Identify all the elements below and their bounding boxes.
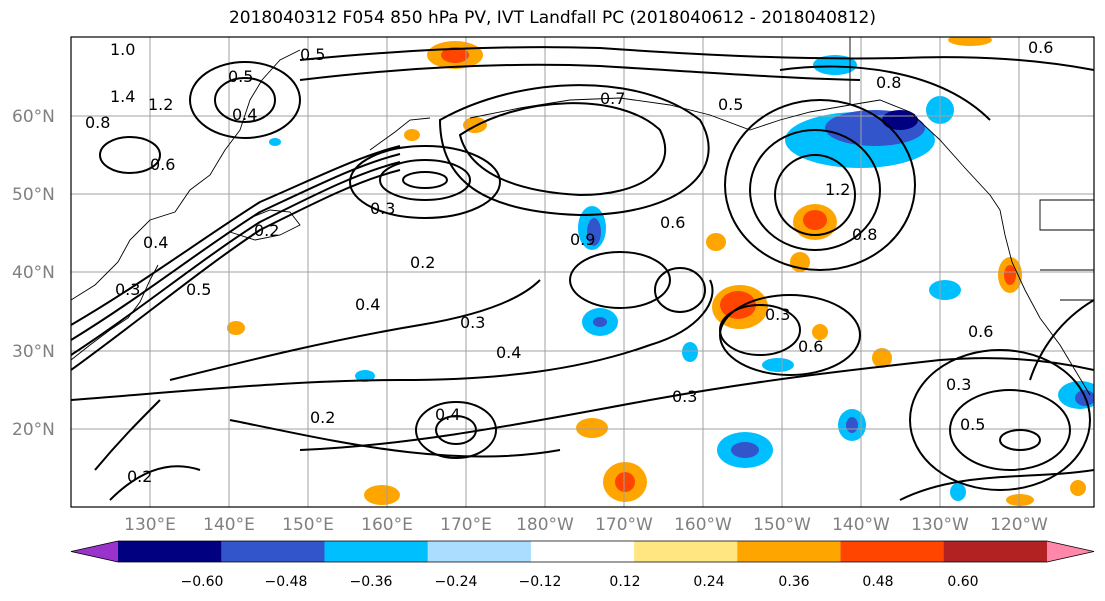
colorbar-tick-label: −0.12 [519,574,562,590]
colorbar-tick-labels: −0.60 −0.48 −0.36 −0.24 −0.12 0.12 0.24 … [181,574,979,590]
contour-label: 0.5 [718,95,743,114]
pv-shading [227,37,1094,506]
colorbar-segment [634,541,738,562]
colorbar-tick-label: −0.48 [265,574,308,590]
contour-label: 1.2 [825,180,850,199]
lon-label: 140°W [832,515,890,535]
pv-contours [71,46,1094,501]
contour-label: 0.6 [968,322,993,341]
lat-label: 50°N [12,185,55,205]
lon-label: 160°E [361,515,413,535]
colorbar-tick-label: −0.36 [350,574,393,590]
contour-label: 0.4 [496,343,521,362]
lat-label: 20°N [12,420,55,440]
contour-label: 0.5 [960,415,985,434]
contour-label: 0.2 [127,467,152,486]
lon-label: 120°W [990,515,1048,535]
lon-label: 150°W [753,515,811,535]
lat-label: 60°N [12,107,55,127]
colorbar-segment [427,541,532,562]
colorbar-outline [70,540,1095,563]
lon-label: 170°W [595,515,653,535]
contour-label: 0.5 [300,45,325,64]
lon-label: 160°W [674,515,732,535]
contour-label: 0.4 [143,233,168,252]
contour-label: 1.0 [110,40,135,59]
contour-label: 0.3 [460,313,485,332]
colorbar-segment [324,541,429,562]
contour-label: 0.2 [410,253,435,272]
lat-label: 30°N [12,342,55,362]
colorbar-segment [840,541,945,562]
lon-label: 150°E [282,515,334,535]
colorbar-tick-label: 0.48 [862,574,893,590]
lon-label: 170°E [440,515,492,535]
contour-label: 0.3 [115,280,140,299]
lon-label: 180°W [516,515,574,535]
contour-label: 0.3 [370,199,395,218]
colorbar-segment [530,541,635,562]
latitude-labels: 60°N 50°N 40°N 30°N 20°N [12,107,55,440]
colorbar-tick-label: 0.36 [778,574,809,590]
contour-label: 1.2 [148,95,173,114]
colorbar-tick-label: −0.24 [435,574,478,590]
contour-label: 0.2 [254,221,279,240]
contour-label: 1.4 [110,87,135,106]
contour-label: 0.6 [660,213,685,232]
contour-label: 0.5 [186,280,211,299]
contour-label: 0.6 [1028,38,1053,57]
contour-label: 0.6 [798,337,823,356]
contour-label: 0.4 [355,295,380,314]
colorbar-segment [221,541,325,562]
colorbar-segment [118,541,222,562]
contour-label: 0.7 [600,89,625,108]
colorbar-tick-label: 0.60 [947,574,978,590]
contour-label: 0.2 [310,408,335,427]
contour-label: 0.3 [672,387,697,406]
colorbar-tick-label: 0.24 [693,574,724,590]
lon-label: 130°E [124,515,176,535]
contour-label: 0.4 [435,405,460,424]
lon-label: 130°W [911,515,969,535]
contour-label-group: 1.0 0.8 0.4 0.5 1.2 1.4 0.6 0.2 0.3 0.4 … [85,38,1053,486]
colorbar [70,540,1095,563]
colorbar-segment [737,541,842,562]
colorbar-tick-label: −0.60 [181,574,224,590]
contour-label: 0.3 [765,305,790,324]
contour-label: 0.9 [570,230,595,249]
contour-label: 0.8 [85,113,110,132]
contour-label: 0.4 [232,105,257,124]
contour-label: 0.8 [876,73,901,92]
colorbar-segment [943,541,1048,562]
contour-label: 0.5 [228,67,253,86]
contour-label: 0.8 [852,225,877,244]
contour-label: 0.3 [946,375,971,394]
colorbar-tick-label: 0.12 [609,574,640,590]
longitude-labels: 130°E 140°E 150°E 160°E 170°E 180°W 170°… [124,515,1048,535]
lon-label: 140°E [203,515,255,535]
contour-label: 0.6 [150,155,175,174]
map-frame [70,36,1095,508]
lat-label: 40°N [12,263,55,283]
colorbar-extend-high [1047,541,1094,562]
colorbar-extend-low [71,541,118,562]
map-title: 2018040312 F054 850 hPa PV, IVT Landfall… [228,8,876,28]
